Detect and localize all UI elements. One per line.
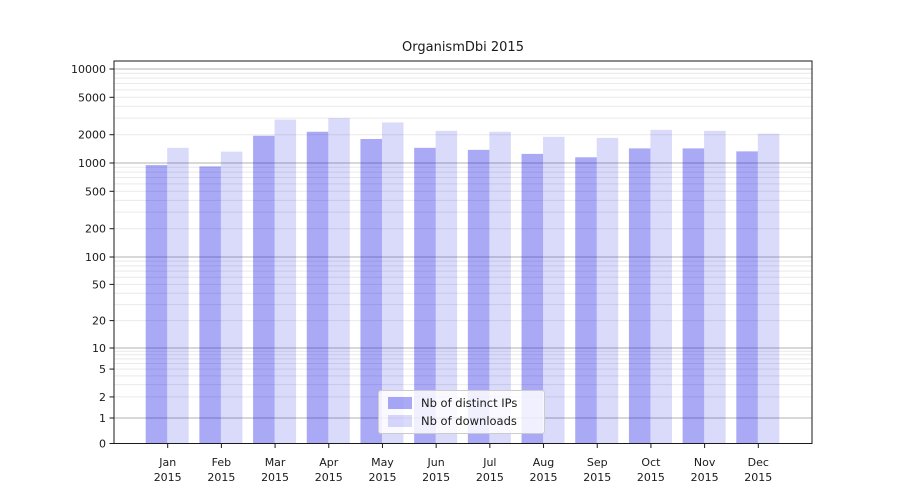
bar-ips-sep bbox=[575, 157, 597, 444]
x-tick-label-year: 2015 bbox=[368, 471, 396, 484]
x-tick-label-year: 2015 bbox=[261, 471, 289, 484]
bar-downloads-oct bbox=[650, 129, 672, 444]
x-tick-label-month: Nov bbox=[694, 456, 716, 469]
y-tick-label: 2000 bbox=[78, 129, 106, 142]
bar-downloads-feb bbox=[220, 151, 243, 444]
y-tick-label: 100 bbox=[85, 251, 106, 264]
y-tick-label: 2 bbox=[99, 391, 106, 404]
x-tick-label-year: 2015 bbox=[315, 471, 343, 484]
x-tick-label-month: Jun bbox=[427, 456, 445, 469]
x-tick-label-month: Dec bbox=[748, 456, 769, 469]
y-tick-label: 1 bbox=[99, 412, 106, 425]
axes-frame bbox=[113, 60, 813, 444]
bar-ips-apr bbox=[306, 131, 329, 444]
bar-ips-oct bbox=[628, 148, 651, 444]
bar-ips-jul bbox=[467, 149, 490, 444]
chart-title: OrganismDbi 2015 bbox=[402, 40, 524, 55]
bar-downloads-may bbox=[381, 122, 404, 444]
legend-swatch-distinct-ips bbox=[388, 397, 412, 409]
minor-gridlines bbox=[114, 72, 812, 398]
y-tick-label: 5000 bbox=[78, 91, 106, 104]
bar-downloads-apr bbox=[328, 118, 350, 444]
y-tick-label: 1000 bbox=[78, 157, 106, 170]
legend-label-distinct-ips: Nb of distinct IPs bbox=[421, 396, 518, 410]
x-tick-label-month: Feb bbox=[212, 456, 231, 469]
y-tick-label: 50 bbox=[92, 278, 106, 291]
y-tick-label: 5 bbox=[99, 363, 106, 376]
bar-downloads-mar bbox=[274, 119, 297, 444]
legend-swatch-downloads bbox=[388, 415, 412, 427]
x-tick-label-year: 2015 bbox=[207, 471, 235, 484]
bar-downloads-sep bbox=[596, 137, 619, 444]
bars-group bbox=[145, 118, 780, 444]
bar-ips-jun bbox=[414, 147, 436, 444]
legend-item-downloads: Nb of downloads bbox=[388, 414, 535, 428]
bar-ips-dec bbox=[736, 151, 758, 444]
x-tick-label-year: 2015 bbox=[530, 471, 558, 484]
x-tick-label-month: Apr bbox=[319, 456, 339, 469]
bar-downloads-dec bbox=[757, 133, 780, 444]
x-tick-label-month: Mar bbox=[265, 456, 286, 469]
bar-ips-nov bbox=[682, 148, 705, 444]
bar-downloads-aug bbox=[543, 136, 565, 444]
x-axis: Jan 2015 Feb 2015 Mar 2015 Apr 2015 May 2015 Jun 20… bbox=[154, 443, 772, 484]
bar-ips-aug bbox=[521, 153, 544, 444]
legend: Nb of distinct IPs Nb of downloads bbox=[378, 390, 545, 434]
bar-ips-mar bbox=[253, 135, 275, 444]
y-tick-label: 0 bbox=[99, 438, 106, 451]
x-tick-label-year: 2015 bbox=[744, 471, 772, 484]
x-tick-label-year: 2015 bbox=[154, 471, 182, 484]
bar-downloads-jun bbox=[435, 130, 458, 444]
y-tick-label: 500 bbox=[85, 185, 106, 198]
y-axis: 0 1 2 5 10 20 50 100 200 500 1000 2000 5000 10000 bbox=[71, 63, 114, 451]
bar-ips-feb bbox=[199, 166, 221, 444]
y-tick-label: 10000 bbox=[71, 63, 106, 76]
x-tick-label-month: Aug bbox=[533, 456, 554, 469]
x-tick-label-year: 2015 bbox=[583, 471, 611, 484]
x-tick-label-year: 2015 bbox=[476, 471, 504, 484]
x-tick-label-month: Jul bbox=[482, 456, 496, 469]
bar-ips-jan bbox=[145, 165, 168, 444]
y-tick-label: 10 bbox=[92, 342, 106, 355]
x-tick-label-year: 2015 bbox=[691, 471, 719, 484]
bar-downloads-jul bbox=[489, 131, 511, 444]
legend-label-downloads: Nb of downloads bbox=[421, 414, 517, 428]
y-tick-label: 200 bbox=[85, 223, 106, 236]
x-tick-label-month: Oct bbox=[641, 456, 661, 469]
x-tick-label-year: 2015 bbox=[637, 471, 665, 484]
y-tick-label: 20 bbox=[92, 315, 106, 328]
bar-downloads-jan bbox=[167, 147, 189, 444]
legend-item-distinct-ips: Nb of distinct IPs bbox=[388, 396, 535, 410]
x-tick-label-month: May bbox=[371, 456, 394, 469]
x-tick-label-year: 2015 bbox=[422, 471, 450, 484]
x-tick-label-month: Sep bbox=[587, 456, 608, 469]
bar-downloads-nov bbox=[704, 130, 726, 444]
x-tick-label-month: Jan bbox=[158, 456, 176, 469]
bar-ips-may bbox=[360, 139, 382, 444]
